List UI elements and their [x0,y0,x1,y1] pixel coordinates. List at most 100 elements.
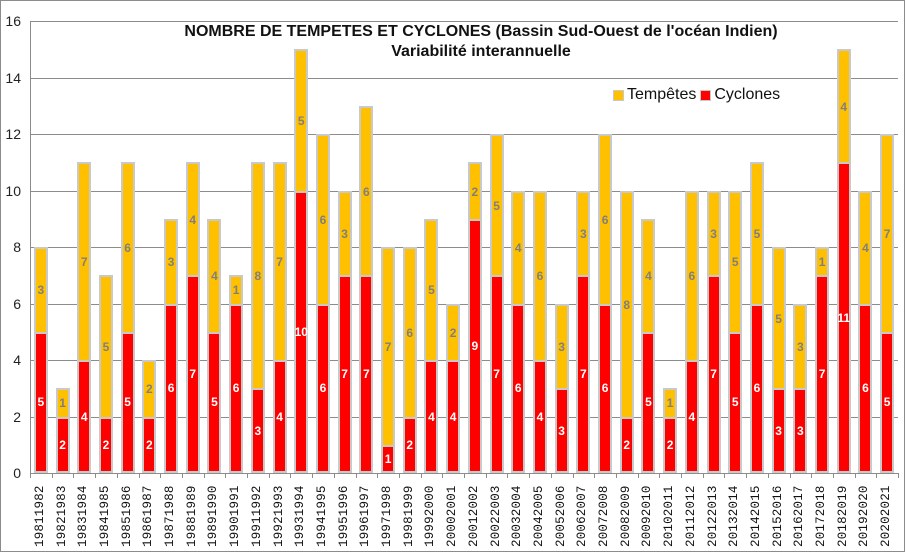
bar-segment-cyclones: 6 [598,303,613,473]
gridline [30,247,898,248]
x-tick-mark [247,473,248,478]
bar-20182019: 4 11 [836,21,851,473]
plot-area: 3 5 1 2 7 4 5 2 6 5 2 2 3 6 4 7 4 5 1 6 8 3 7 4 5 10 6 6 3 7 6 7 7 1 6 2 5 4 2… [30,21,898,473]
bar-segment-cyclones: 4 [424,360,439,473]
x-tick-mark [898,473,899,478]
bar-segment-cyclones: 7 [359,275,374,473]
legend-label-cyclones: Cyclones [714,86,781,103]
x-tick-label: 19841985 [98,481,113,547]
bar-segment-tempetes: 5 [294,49,309,191]
bar-segment-cyclones: 7 [185,275,200,473]
x-tick-mark [73,473,75,478]
bar-segment-tempetes: 3 [576,190,591,276]
bar-segment-cyclones: 6 [749,303,764,473]
bar-segment-tempetes: 5 [749,162,764,304]
x-tick-mark [95,473,97,478]
x-tick-label: 19921993 [272,481,287,547]
x-tick-mark [355,473,357,478]
bar-segment-tempetes: 6 [402,247,417,417]
bar-segment-tempetes: 1 [55,388,70,417]
x-tick-label: 19981999 [402,481,417,547]
x-tick-label: 20092010 [640,481,655,547]
gridline [30,21,898,22]
y-tick-label: 4 [13,352,21,368]
x-tick-label-text: 20012002 [466,485,481,547]
x-tick-mark [485,473,487,478]
bar-segment-cyclones: 6 [229,303,244,473]
x-tick-label: 20042005 [532,481,547,547]
x-tick-mark [832,473,834,478]
x-tick-label: 19961997 [358,481,373,547]
x-tick-label-text: 19881989 [184,485,199,547]
bar-segment-tempetes: 6 [359,105,374,276]
x-tick-label: 19811982 [33,481,48,547]
bar-segment-tempetes: 4 [207,218,222,332]
x-tick-label: 20112012 [684,481,699,547]
bar-segment-tempetes: 4 [641,218,656,332]
x-tick-label-text: 20132014 [727,485,742,547]
bar-segment-cyclones: 5 [207,331,222,473]
x-tick-label-text: 19861987 [141,485,156,547]
bar-segment-cyclones: 6 [315,303,330,473]
x-tick-mark [203,473,205,478]
x-tick-mark [746,473,748,478]
x-tick-mark [507,473,509,478]
x-tick-label: 20142015 [749,481,764,547]
x-tick-label: 19992000 [423,481,438,547]
bar-segment-tempetes: 6 [532,190,547,360]
bar-segment-tempetes: 6 [315,134,330,304]
x-tick-label-text: 19891990 [206,485,221,547]
x-tick-mark [398,473,400,478]
x-tick-label-text: 20162017 [792,485,807,547]
x-tick-label: 20002001 [445,481,460,547]
bar-segment-tempetes: 6 [684,190,699,360]
x-tick-label: 20172018 [814,481,829,547]
bar-segment-tempetes: 2 [142,360,157,417]
x-tick-mark [160,473,162,478]
bar-segment-cyclones: 7 [337,275,352,473]
x-tick-label-text: 20172018 [814,485,829,547]
bar-segment-cyclones: 4 [77,360,92,473]
bar-segment-cyclones: 5 [728,331,743,473]
bar-segment-tempetes: 1 [815,247,830,276]
bar-segment-cyclones: 2 [142,416,157,473]
x-tick-mark [51,473,53,478]
x-tick-mark [681,473,682,478]
bar-segment-cyclones: 2 [98,416,113,473]
y-tick-label: 14 [5,69,21,86]
x-tick-label: 20182019 [836,481,851,547]
x-tick-label: 19911992 [250,481,265,547]
x-tick-label: 19951996 [337,481,352,547]
bar-segment-tempetes: 4 [511,190,526,304]
x-tick-label-text: 20062007 [575,485,590,547]
y-tick-label: 16 [5,13,21,29]
bar-segment-cyclones: 6 [858,303,873,473]
x-tick-label: 20192020 [857,481,872,547]
x-tick-label: 20132014 [727,481,742,547]
bar-segment-cyclones: 4 [272,360,287,473]
bar-19931994: 5 10 [294,21,309,473]
x-tick-mark [290,473,292,478]
legend-swatch-cyclones [700,89,712,101]
x-tick-label-text: 19871988 [163,485,178,547]
y-tick-label: 8 [13,239,21,255]
x-tick-mark [724,473,726,478]
bar-segment-cyclones: 3 [250,388,265,473]
bar-segment-tempetes: 5 [489,134,504,276]
bar-segment-tempetes: 5 [424,218,439,360]
x-tick-label: 19881989 [184,481,200,547]
x-tick-label: 20012002 [466,481,482,547]
